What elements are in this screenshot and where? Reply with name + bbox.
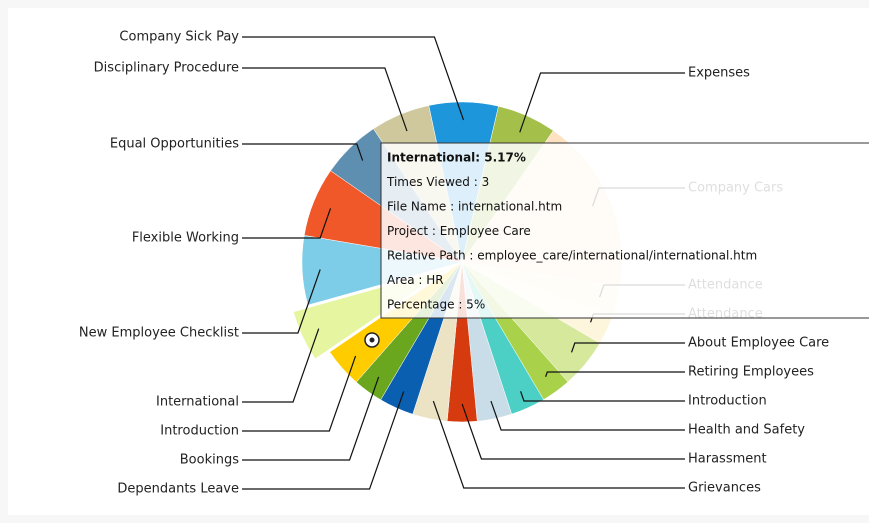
leader-line [242,328,320,403]
slice-label: Harassment [688,452,767,467]
slice-label: International [156,395,239,410]
leader-line [242,67,408,132]
slice-label: New Employee Checklist [79,326,239,341]
tooltip-line: Area : HR [387,273,444,287]
slice-label: Introduction [688,394,767,409]
leader-line [520,391,685,402]
tooltip-line: Relative Path : employee_care/internatio… [387,249,757,263]
leader-line [242,36,465,121]
slice-label: Introduction [160,424,239,439]
leader-line [519,72,685,133]
leader-line [490,400,685,431]
leader-line [242,269,321,334]
tooltip-box [380,142,869,319]
tooltip-line: Percentage : 5% [387,298,485,312]
slice-label: Dependants Leave [117,482,239,497]
tooltip-line: Times Viewed : 3 [386,175,489,189]
slice-label: Grievances [688,481,761,496]
slice-label: Expenses [688,66,750,81]
slice-label: About Employee Care [688,336,829,351]
slice-label: Flexible Working [132,231,239,246]
tooltip: International: 5.17% Times Viewed : 3 Fil… [380,142,869,319]
slice-label: Retiring Employees [688,365,814,380]
tooltip-line: File Name : international.htm [387,200,562,214]
leader-line [242,376,380,461]
leader-line [432,400,685,489]
leader-line [242,355,357,432]
slice-label: Health and Safety [688,423,805,438]
tooltip-line: Project : Employee Care [387,224,531,238]
leader-line [570,342,685,353]
leader-line [242,391,405,490]
leader-line [461,403,685,460]
slice-label: Equal Opportunities [110,137,239,152]
slice-label: Bookings [180,453,239,468]
leader-line [242,208,332,239]
leader-line [545,371,685,377]
slice-label: Company Sick Pay [119,30,239,45]
leader-line [242,143,364,161]
cursor-dot [369,337,375,343]
labels: Company Sick PayExpensesCompany CarsAtte… [79,30,829,497]
tooltip-title: International: 5.17% [387,151,526,165]
slice-label: Disciplinary Procedure [94,61,239,76]
